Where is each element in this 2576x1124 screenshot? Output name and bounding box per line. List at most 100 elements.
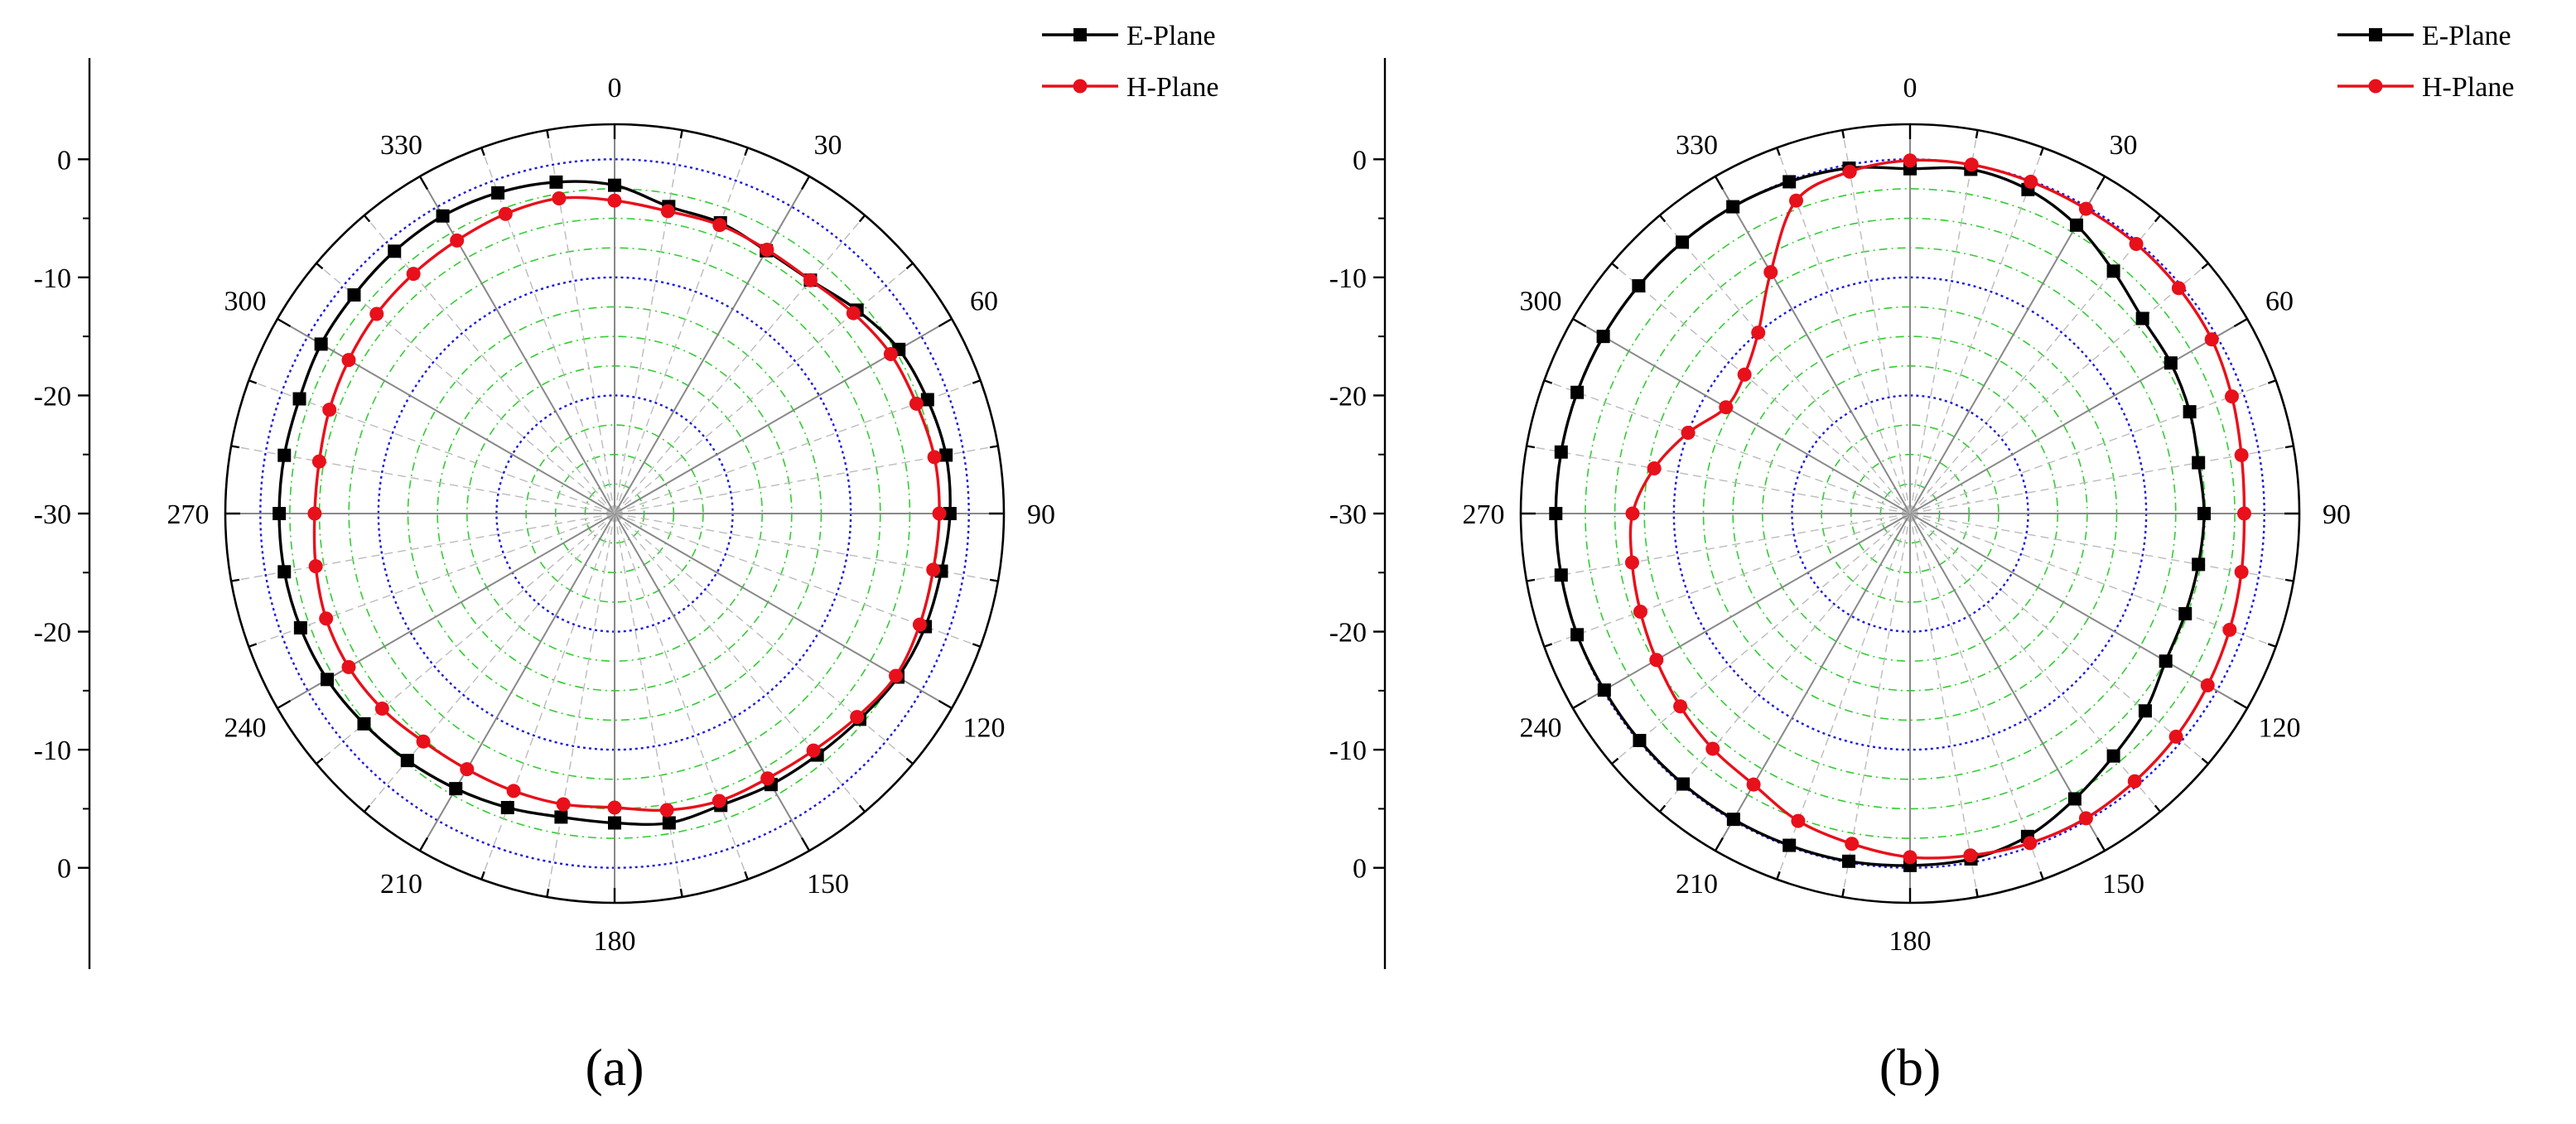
angle-tick-mark: [1612, 263, 1618, 268]
data-point-h-plane: [1705, 741, 1720, 755]
angle-tick-mark: [248, 380, 256, 383]
data-point-h-plane: [712, 218, 726, 232]
legend-marker: [1073, 80, 1088, 94]
angle-tick-mark: [1842, 130, 1844, 138]
data-point-e-plane: [608, 817, 621, 830]
data-point-h-plane: [375, 702, 389, 716]
data-point-e-plane: [1597, 330, 1610, 343]
angle-tick-mark: [2234, 701, 2247, 708]
major-spoke: [420, 514, 615, 851]
data-point-h-plane: [460, 762, 474, 776]
data-point-h-plane: [760, 243, 774, 257]
angle-tick-label: 60: [970, 287, 998, 317]
data-point-h-plane: [2023, 836, 2037, 850]
data-point-h-plane: [889, 669, 903, 683]
data-point-h-plane: [1747, 778, 1761, 792]
angle-tick-mark: [1777, 871, 1779, 879]
data-point-e-plane: [2178, 607, 2192, 620]
minor-spoke: [1544, 514, 1910, 647]
angle-tick-mark: [972, 380, 980, 383]
minor-spoke: [615, 263, 913, 514]
minor-spoke: [1612, 263, 1910, 514]
angle-tick-mark: [745, 871, 747, 879]
data-point-h-plane: [2201, 678, 2215, 692]
data-point-e-plane: [277, 565, 291, 578]
data-point-e-plane: [1570, 386, 1584, 399]
minor-spoke: [615, 514, 913, 764]
data-point-e-plane: [939, 448, 953, 461]
angle-tick-mark: [316, 263, 323, 268]
data-point-e-plane: [1598, 683, 1611, 697]
minor-spoke: [615, 514, 865, 812]
angle-tick-label: 180: [1889, 926, 1932, 957]
radial-tick-label: -20: [34, 618, 71, 649]
radial-tick-label: -10: [34, 263, 71, 294]
data-point-h-plane: [2205, 332, 2219, 346]
minor-spoke: [1910, 263, 2208, 514]
angle-tick-mark: [990, 580, 998, 581]
data-point-h-plane: [913, 618, 927, 632]
data-point-h-plane: [557, 798, 571, 812]
data-point-e-plane: [1555, 446, 1568, 459]
data-point-h-plane: [1738, 368, 1752, 382]
angle-tick-label: 150: [2102, 869, 2144, 900]
data-point-e-plane: [293, 393, 306, 406]
angle-tick-mark: [938, 701, 952, 708]
minor-spoke: [1910, 514, 2276, 647]
radial-tick-label: 0: [1353, 145, 1367, 176]
radial-tick-label: -20: [34, 381, 71, 412]
radial-tick-label: -30: [34, 499, 71, 530]
data-point-h-plane: [417, 735, 431, 749]
data-point-e-plane: [321, 673, 334, 686]
angle-tick-mark: [2155, 805, 2160, 812]
data-point-e-plane: [2197, 507, 2211, 520]
angle-tick-mark: [2097, 837, 2105, 851]
data-point-h-plane: [1843, 165, 1857, 179]
data-point-h-plane: [1963, 848, 1977, 862]
angle-tick-mark: [1544, 644, 1551, 646]
data-point-h-plane: [1633, 605, 1647, 619]
data-point-h-plane: [2235, 565, 2249, 579]
angle-tick-mark: [1544, 380, 1551, 383]
angle-tick-mark: [1573, 319, 1586, 326]
minor-spoke: [1910, 147, 2043, 514]
data-point-h-plane: [933, 507, 947, 521]
angle-tick-mark: [1777, 147, 1779, 155]
angle-tick-mark: [547, 130, 548, 138]
legend-label: E-Plane: [2422, 21, 2511, 51]
angle-tick-mark: [906, 263, 913, 268]
major-spoke: [615, 176, 809, 514]
data-point-h-plane: [1751, 326, 1765, 340]
data-point-h-plane: [507, 784, 521, 798]
angle-tick-mark: [1612, 759, 1618, 764]
angle-tick-mark: [420, 837, 427, 851]
angle-tick-mark: [1660, 805, 1665, 812]
major-spoke: [1715, 514, 1910, 851]
data-point-h-plane: [2024, 175, 2038, 189]
data-point-e-plane: [2192, 557, 2205, 571]
data-point-h-plane: [1903, 850, 1918, 864]
data-point-e-plane: [1676, 778, 1690, 791]
angle-tick-label: 60: [2265, 287, 2294, 317]
angle-tick-mark: [277, 701, 291, 708]
data-point-h-plane: [909, 397, 924, 411]
data-point-h-plane: [2237, 507, 2251, 521]
data-point-h-plane: [2079, 811, 2093, 825]
data-point-h-plane: [341, 353, 355, 367]
data-point-e-plane: [347, 288, 360, 302]
angle-tick-mark: [2268, 380, 2275, 383]
angle-tick-label: 210: [1676, 869, 1718, 900]
data-point-e-plane: [449, 782, 462, 795]
data-point-e-plane: [2068, 792, 2082, 805]
minor-spoke: [1660, 215, 1910, 514]
data-point-h-plane: [850, 710, 864, 724]
data-point-e-plane: [501, 801, 514, 814]
angle-tick-mark: [1527, 580, 1535, 581]
data-point-h-plane: [1649, 653, 1663, 667]
data-point-h-plane: [552, 191, 566, 205]
polar-panel-a: 03060901201501802102402703003300-10-20-3…: [34, 21, 1219, 1097]
data-point-e-plane: [1727, 813, 1740, 826]
angle-tick-mark: [547, 889, 548, 897]
data-point-h-plane: [2235, 448, 2249, 462]
data-point-e-plane: [401, 754, 414, 767]
